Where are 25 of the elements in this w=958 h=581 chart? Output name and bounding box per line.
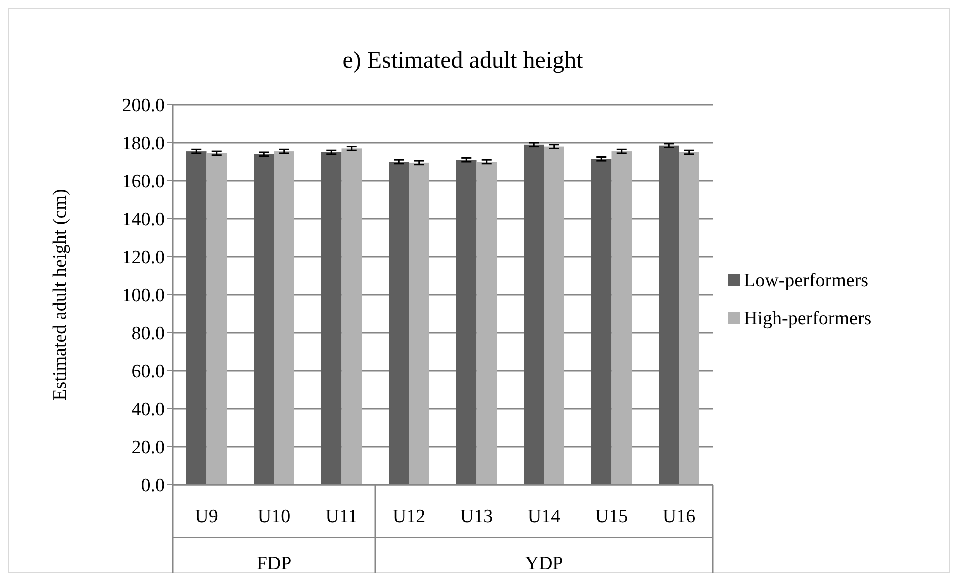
text: FDP <box>256 554 292 575</box>
y-tick-label: 20.0 <box>132 438 165 459</box>
legend-label: High-performers <box>744 308 872 330</box>
text: YDP <box>525 554 564 575</box>
y-tick-label: 120.0 <box>122 248 165 269</box>
x-tick-label: U10 <box>258 506 291 528</box>
y-tick-label: 100.0 <box>122 286 165 307</box>
y-axis-title: Estimated adult height (cm) <box>50 189 71 401</box>
chart-title: e) Estimated adult height <box>342 48 584 74</box>
x-tick-label: U13 <box>460 506 494 528</box>
x-tick-label: U15 <box>595 506 628 528</box>
x-tick-label: U9 <box>195 506 218 528</box>
x-tick-label: U11 <box>326 506 358 528</box>
x-tick-label: U14 <box>528 506 562 528</box>
y-tick-label: 200.0 <box>122 96 165 117</box>
y-tick-label: 140.0 <box>122 210 165 231</box>
y-tick-label: 80.0 <box>132 324 165 345</box>
x-tick-label: U16 <box>662 506 696 528</box>
y-tick-label: 0.0 <box>141 476 165 497</box>
y-tick-label: 180.0 <box>122 134 165 155</box>
legend-label: Low-performers <box>744 270 869 292</box>
x-tick-label: U12 <box>392 506 426 528</box>
y-tick-label: 160.0 <box>122 172 165 193</box>
y-tick-label: 60.0 <box>132 362 165 383</box>
y-tick-label: 40.0 <box>132 400 165 421</box>
